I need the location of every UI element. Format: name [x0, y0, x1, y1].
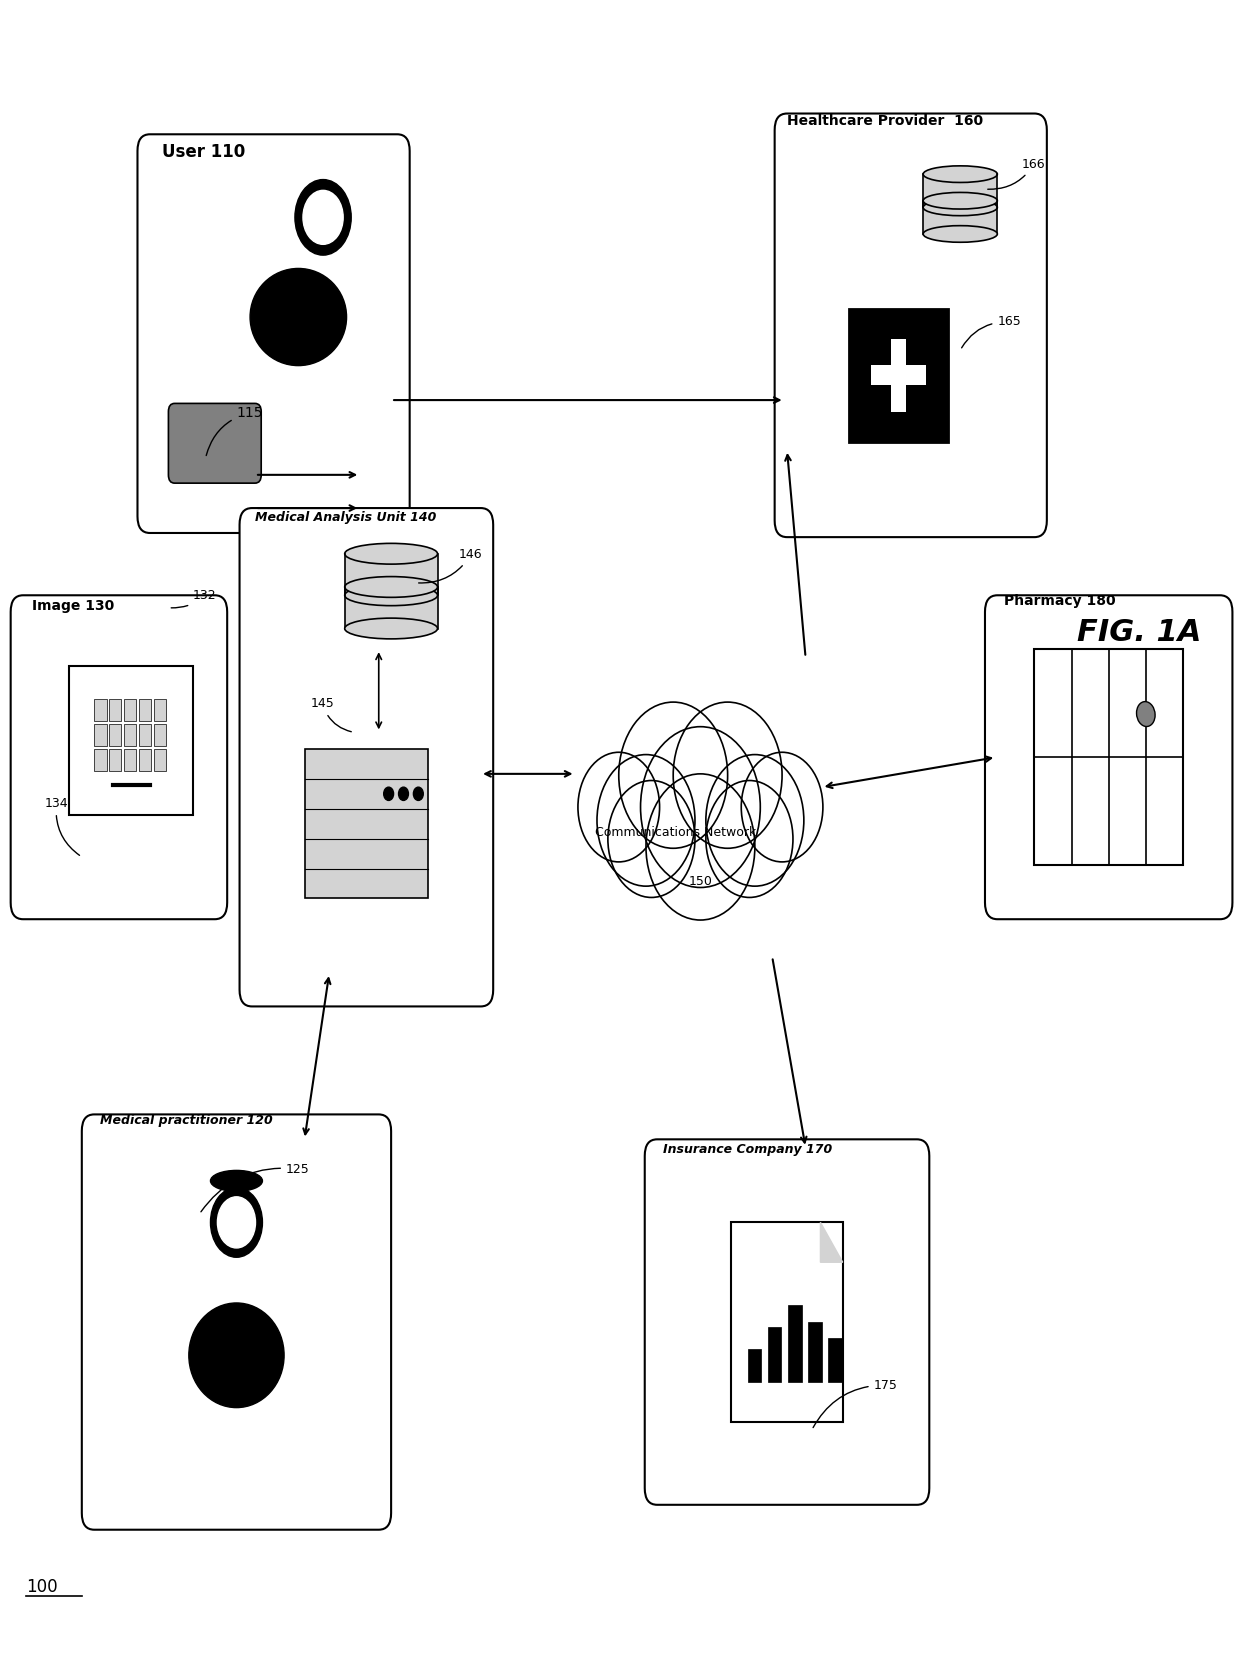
Circle shape	[217, 1196, 255, 1248]
Bar	[872, 364, 925, 384]
Bar	[139, 699, 151, 721]
Bar	[124, 724, 136, 745]
Text: Insurance Company 170: Insurance Company 170	[663, 1143, 832, 1156]
Circle shape	[608, 780, 694, 897]
Ellipse shape	[188, 1303, 284, 1408]
Circle shape	[641, 727, 760, 887]
Bar	[923, 201, 997, 235]
Circle shape	[706, 754, 804, 887]
Circle shape	[742, 752, 823, 862]
FancyBboxPatch shape	[82, 1115, 391, 1529]
Ellipse shape	[1137, 702, 1156, 727]
Text: 146: 146	[419, 547, 482, 582]
FancyBboxPatch shape	[985, 596, 1233, 919]
Bar	[154, 749, 166, 770]
Circle shape	[706, 780, 792, 897]
Ellipse shape	[345, 617, 438, 639]
Bar	[124, 699, 136, 721]
Text: 166: 166	[988, 158, 1045, 190]
Text: FIG. 1A: FIG. 1A	[1078, 617, 1202, 647]
Bar	[94, 749, 107, 770]
Circle shape	[578, 752, 660, 862]
Bar	[345, 587, 438, 629]
Bar	[768, 1328, 781, 1381]
Text: 115: 115	[206, 406, 263, 456]
Text: 134: 134	[45, 797, 79, 855]
Polygon shape	[821, 1223, 843, 1263]
Circle shape	[303, 190, 343, 245]
Circle shape	[413, 787, 423, 800]
Circle shape	[398, 787, 408, 800]
Circle shape	[646, 774, 755, 920]
Bar	[808, 1321, 822, 1381]
Bar	[154, 724, 166, 745]
Text: Pharmacy 180: Pharmacy 180	[1003, 594, 1115, 609]
Ellipse shape	[211, 1170, 263, 1191]
Ellipse shape	[250, 268, 346, 366]
Ellipse shape	[923, 166, 997, 183]
Circle shape	[383, 787, 393, 800]
Ellipse shape	[345, 577, 438, 597]
Text: Image 130: Image 130	[32, 599, 114, 614]
Bar	[1034, 649, 1183, 865]
Bar	[139, 724, 151, 745]
Text: 132: 132	[171, 589, 217, 607]
Text: User 110: User 110	[162, 143, 246, 161]
Bar	[94, 699, 107, 721]
FancyBboxPatch shape	[239, 508, 494, 1007]
Circle shape	[673, 702, 782, 849]
Bar	[305, 749, 428, 899]
Bar	[139, 749, 151, 770]
Ellipse shape	[923, 200, 997, 216]
Bar	[732, 1223, 843, 1421]
Text: 150: 150	[688, 875, 712, 889]
FancyBboxPatch shape	[645, 1140, 929, 1504]
Bar	[923, 175, 997, 208]
Text: Medical Analysis Unit 140: Medical Analysis Unit 140	[255, 511, 436, 524]
Text: 125: 125	[201, 1163, 310, 1211]
Bar	[109, 749, 122, 770]
FancyBboxPatch shape	[775, 113, 1047, 537]
Bar	[828, 1338, 842, 1381]
Bar	[94, 724, 107, 745]
Ellipse shape	[345, 584, 438, 606]
Bar	[109, 724, 122, 745]
Text: 165: 165	[962, 314, 1021, 348]
Circle shape	[295, 180, 351, 255]
Circle shape	[211, 1188, 263, 1258]
FancyBboxPatch shape	[169, 403, 262, 483]
Bar	[789, 1305, 801, 1381]
Text: 145: 145	[311, 697, 351, 732]
Bar	[849, 310, 947, 441]
Text: 175: 175	[813, 1378, 898, 1428]
Ellipse shape	[923, 226, 997, 243]
Circle shape	[596, 754, 694, 887]
Bar	[345, 554, 438, 596]
Text: Healthcare Provider  160: Healthcare Provider 160	[787, 115, 983, 128]
Bar	[154, 699, 166, 721]
Circle shape	[619, 702, 728, 849]
Ellipse shape	[923, 193, 997, 210]
Bar	[124, 749, 136, 770]
Ellipse shape	[345, 544, 438, 564]
Text: 100: 100	[26, 1577, 58, 1596]
Bar	[69, 666, 193, 815]
FancyBboxPatch shape	[138, 135, 409, 532]
Bar	[748, 1350, 761, 1381]
FancyBboxPatch shape	[11, 596, 227, 919]
Text: Medical practitioner 120: Medical practitioner 120	[100, 1115, 273, 1128]
Bar	[892, 338, 905, 411]
Text: Communications Network: Communications Network	[595, 825, 756, 839]
Bar	[109, 699, 122, 721]
